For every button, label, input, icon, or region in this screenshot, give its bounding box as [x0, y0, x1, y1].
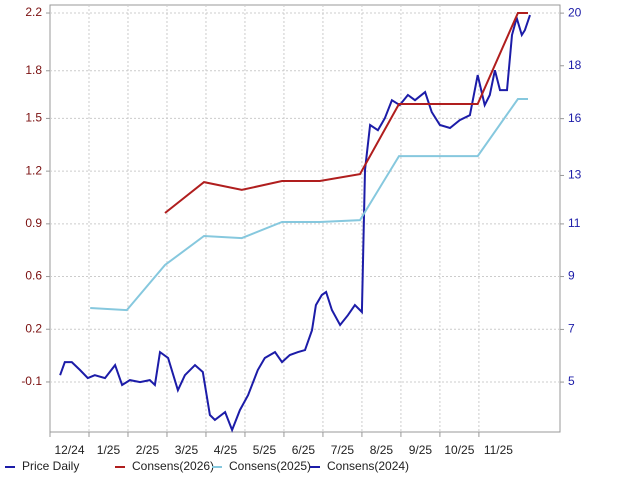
y2-tick-label: 9 — [568, 269, 575, 283]
y-tick-label: 1.2 — [25, 163, 42, 177]
x-tick-label: 4/25 — [214, 443, 238, 457]
y-tick-label: 2.2 — [25, 5, 42, 19]
y-tick-label: 1.5 — [25, 111, 42, 125]
y-tick-label: 0.6 — [25, 269, 42, 283]
y-tick-label: 0.2 — [25, 321, 42, 335]
x-tick-label: 1/25 — [97, 443, 121, 457]
y2-tick-label: 7 — [568, 322, 575, 336]
y-tick-label: 0.9 — [25, 216, 42, 230]
x-tick-label: 3/25 — [175, 443, 199, 457]
legend-label: Consens(2024) — [327, 459, 409, 473]
x-tick-label: 10/25 — [444, 443, 474, 457]
legend-label: Consens(2026) — [132, 459, 214, 473]
y-tick-label: 1.8 — [25, 63, 42, 77]
x-tick-label: 8/25 — [370, 443, 394, 457]
x-tick-label: 9/25 — [409, 443, 433, 457]
y2-tick-label: 13 — [568, 168, 582, 182]
x-tick-label: 6/25 — [292, 443, 316, 457]
y2-tick-label: 11 — [568, 216, 581, 230]
x-tick-label: 5/25 — [253, 443, 277, 457]
x-tick-label: 12/24 — [54, 443, 84, 457]
plot-area — [49, 4, 561, 433]
series-line — [164, 12, 528, 214]
legend-label: Price Daily — [22, 459, 79, 473]
y2-tick-label: 20 — [568, 5, 582, 19]
y2-tick-label: 5 — [568, 374, 575, 388]
x-tick-label: 11/25 — [484, 443, 513, 457]
x-tick-label: 7/25 — [331, 443, 355, 457]
y-tick-label: -0.1 — [21, 374, 42, 388]
y2-tick-label: 18 — [568, 58, 582, 72]
series-line — [59, 14, 531, 433]
series-line — [90, 98, 528, 312]
x-tick-label: 2/25 — [136, 443, 160, 457]
legend-label: Consens(2025) — [229, 459, 311, 473]
y2-tick-label: 16 — [568, 111, 582, 125]
